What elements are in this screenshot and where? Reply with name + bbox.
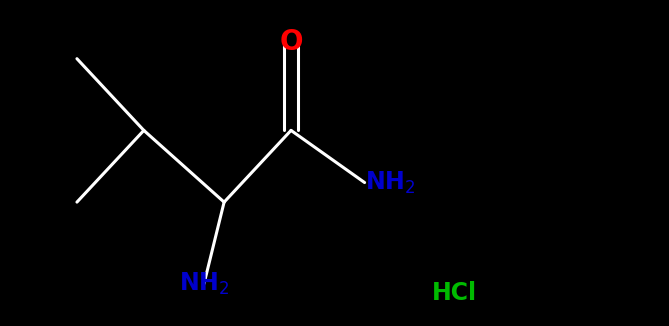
Text: O: O	[279, 28, 303, 56]
Text: NH$_2$: NH$_2$	[179, 271, 229, 297]
Text: NH$_2$: NH$_2$	[365, 170, 415, 196]
Text: HCl: HCl	[432, 281, 478, 305]
